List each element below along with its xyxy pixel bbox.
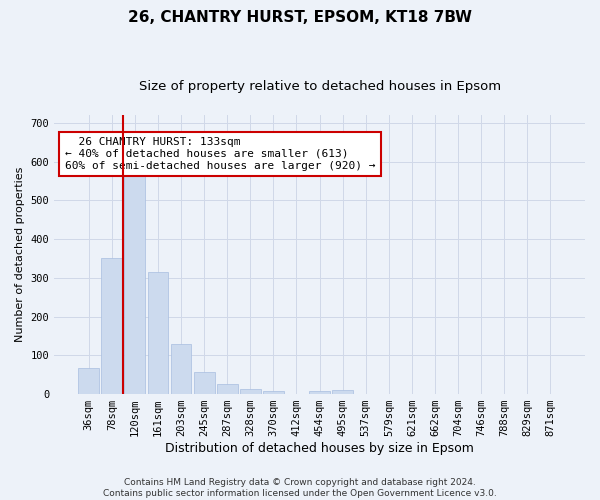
Bar bbox=[124, 174, 145, 394]
Bar bbox=[263, 392, 284, 394]
Y-axis label: Number of detached properties: Number of detached properties bbox=[15, 167, 25, 342]
Title: Size of property relative to detached houses in Epsom: Size of property relative to detached ho… bbox=[139, 80, 500, 93]
Bar bbox=[240, 388, 261, 394]
Bar bbox=[101, 258, 122, 394]
Bar bbox=[309, 391, 330, 394]
Bar bbox=[78, 368, 99, 394]
X-axis label: Distribution of detached houses by size in Epsom: Distribution of detached houses by size … bbox=[165, 442, 474, 455]
Bar bbox=[217, 384, 238, 394]
Text: 26 CHANTRY HURST: 133sqm
← 40% of detached houses are smaller (613)
60% of semi-: 26 CHANTRY HURST: 133sqm ← 40% of detach… bbox=[65, 138, 375, 170]
Text: 26, CHANTRY HURST, EPSOM, KT18 7BW: 26, CHANTRY HURST, EPSOM, KT18 7BW bbox=[128, 10, 472, 25]
Text: Contains HM Land Registry data © Crown copyright and database right 2024.
Contai: Contains HM Land Registry data © Crown c… bbox=[103, 478, 497, 498]
Bar bbox=[170, 344, 191, 394]
Bar bbox=[194, 372, 215, 394]
Bar bbox=[332, 390, 353, 394]
Bar bbox=[148, 272, 169, 394]
